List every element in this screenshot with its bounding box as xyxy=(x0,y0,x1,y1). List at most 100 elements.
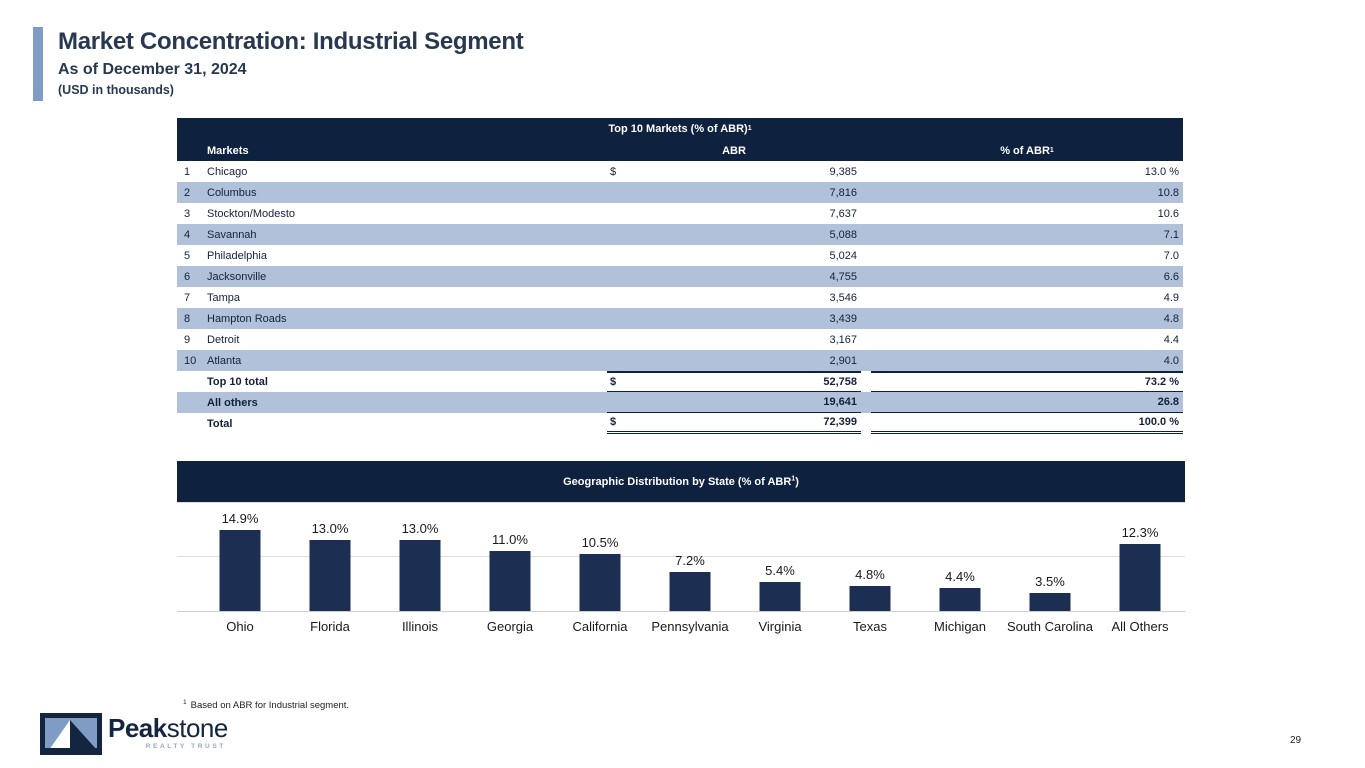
column-gap xyxy=(861,266,871,287)
abr-value: 7,637 xyxy=(829,207,857,220)
market-cell: Philadelphia xyxy=(207,249,267,262)
table-total-row: Total $72,399 100.0 % xyxy=(177,413,1183,434)
table-column-header-row: Markets ABR % of ABR 1 xyxy=(177,140,1183,161)
column-gap xyxy=(861,203,871,224)
pct-cell: 6.6 xyxy=(1163,270,1179,283)
bar-value-label: 5.4% xyxy=(765,563,795,578)
bar-slot: 4.8% xyxy=(825,502,915,612)
rank-cell xyxy=(177,392,207,413)
logo-wordmark: Peakstone REALTY TRUST xyxy=(108,713,228,750)
geographic-distribution-chart: Geographic Distribution by State (% of A… xyxy=(177,461,1185,636)
abr-cell: 5,088 xyxy=(607,224,861,245)
bar-value-label: 4.8% xyxy=(855,567,885,582)
column-gap xyxy=(861,224,871,245)
category-label: Pennsylvania xyxy=(651,619,729,634)
abr-cell: 3,439 xyxy=(607,308,861,329)
column-gap xyxy=(861,350,871,371)
rank-cell: 9 xyxy=(184,333,191,346)
category-label: California xyxy=(572,619,628,634)
rank-cell: 7 xyxy=(184,291,191,304)
table-row: 6 Jacksonville 4,755 6.6 xyxy=(177,266,1183,287)
table-row: 4 Savannah 5,088 7.1 xyxy=(177,224,1183,245)
logo-tagline: REALTY TRUST xyxy=(145,743,226,750)
rank-cell: 1 xyxy=(184,165,191,178)
bar-slot: 4.4% xyxy=(915,502,1005,612)
bar-value-label: 13.0% xyxy=(401,521,439,536)
market-cell: Jacksonville xyxy=(207,270,267,283)
abr-value: 7,816 xyxy=(829,186,857,199)
rank-cell: 5 xyxy=(184,249,191,262)
pct-cell: 13.0 % xyxy=(1144,165,1179,178)
pct-cell: 4.4 xyxy=(1163,333,1179,346)
abr-cell: 2,901 xyxy=(607,350,861,371)
top-10-markets-table: Top 10 Markets (% of ABR) 1 Markets ABR %… xyxy=(177,118,1183,434)
abr-value: 5,088 xyxy=(829,228,857,241)
bar-slot: 7.2% xyxy=(645,502,735,612)
page-number: 29 xyxy=(1290,735,1302,746)
rank-cell: 6 xyxy=(184,270,191,283)
abr-value: 3,439 xyxy=(829,312,857,325)
abr-cell: 7,816 xyxy=(607,182,861,203)
bar-value-label: 13.0% xyxy=(311,521,349,536)
pct-cell: 100.0 % xyxy=(871,413,1183,434)
bar-value-label: 4.4% xyxy=(945,569,975,584)
bar-slot: 12.3% xyxy=(1095,502,1185,612)
chart-title-band: Geographic Distribution by State (% of A… xyxy=(177,461,1185,502)
pct-cell: 4.0 xyxy=(1163,354,1179,367)
category-label: Ohio xyxy=(226,619,254,634)
column-header-markets: Markets xyxy=(207,144,249,157)
header-accent-bar xyxy=(33,27,43,101)
table-row: 8 Hampton Roads 3,439 4.8 xyxy=(177,308,1183,329)
bar-value-label: 12.3% xyxy=(1121,525,1159,540)
column-gap xyxy=(861,182,871,203)
table-row: 3 Stockton/Modesto 7,637 10.6 xyxy=(177,203,1183,224)
total-label: Total xyxy=(207,417,233,430)
bar-value-label: 3.5% xyxy=(1035,574,1065,589)
bar-slot: 13.0% xyxy=(375,502,465,612)
market-cell: Chicago xyxy=(207,165,248,178)
bar xyxy=(309,540,351,612)
bar xyxy=(399,540,441,612)
bar xyxy=(669,572,711,612)
rank-cell xyxy=(177,371,207,392)
abr-value: 72,399 xyxy=(823,416,857,428)
logo-name: Peakstone xyxy=(108,713,228,743)
pct-cell: 7.0 xyxy=(1163,249,1179,262)
column-gap xyxy=(861,161,871,182)
market-cell: Tampa xyxy=(207,291,241,304)
table-row: 1 Chicago $9,385 13.0 % xyxy=(177,161,1183,182)
abr-cell: 3,167 xyxy=(607,329,861,350)
bar-slot: 10.5% xyxy=(555,502,645,612)
abr-value: 3,546 xyxy=(829,291,857,304)
column-gap xyxy=(861,245,871,266)
bar xyxy=(939,588,981,612)
column-gap xyxy=(861,413,871,434)
currency-symbol: $ xyxy=(610,376,617,388)
abr-cell: 3,546 xyxy=(607,287,861,308)
category-label: Illinois xyxy=(401,619,439,634)
category-label: Virginia xyxy=(758,619,802,634)
abr-cell: 4,755 xyxy=(607,266,861,287)
bar-slot: 11.0% xyxy=(465,502,555,612)
footnote-superscript: 1 xyxy=(183,698,187,706)
table-title-band: Top 10 Markets (% of ABR) 1 xyxy=(177,118,1183,140)
abr-cell: 19,641 xyxy=(607,392,861,413)
table-row: 5 Philadelphia 5,024 7.0 xyxy=(177,245,1183,266)
bar-value-label: 11.0% xyxy=(492,532,528,547)
bar xyxy=(579,554,621,612)
bar-slot: 3.5% xyxy=(1005,502,1095,612)
column-gap xyxy=(861,392,871,413)
gridline-20 xyxy=(177,502,1185,503)
pct-cell: 73.2 % xyxy=(871,371,1183,392)
chart-baseline xyxy=(177,611,1185,612)
category-label: Texas xyxy=(853,619,887,634)
bar xyxy=(219,530,261,612)
abr-value: 5,024 xyxy=(829,249,857,262)
category-label: Michigan xyxy=(933,619,987,634)
table-row: 7 Tampa 3,546 4.9 xyxy=(177,287,1183,308)
column-header-abr: ABR xyxy=(722,144,746,157)
market-table-totals: Top 10 total $52,758 73.2 % All others 19,64… xyxy=(177,371,1183,434)
category-label: Florida xyxy=(310,619,350,634)
currency-symbol: $ xyxy=(610,165,617,178)
bar-slot: 5.4% xyxy=(735,502,825,612)
